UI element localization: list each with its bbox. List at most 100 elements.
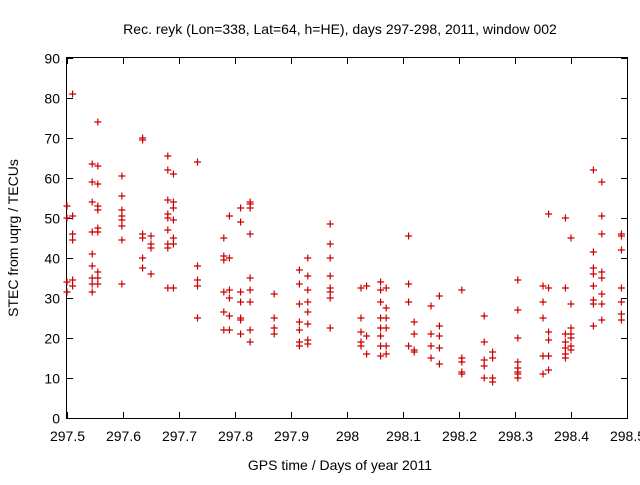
data-point: [567, 300, 575, 308]
data-point: [480, 374, 488, 382]
data-point: [427, 302, 435, 310]
data-point: [458, 358, 466, 366]
data-point: [118, 172, 126, 180]
data-point: [326, 324, 334, 332]
data-point: [410, 330, 418, 338]
data-point: [193, 262, 201, 270]
data-point: [63, 278, 71, 286]
data-point: [94, 268, 102, 276]
x-tick-label: 298.2: [442, 428, 477, 444]
data-point: [405, 298, 413, 306]
data-point: [164, 166, 172, 174]
data-point: [589, 322, 597, 330]
data-point: [304, 308, 312, 316]
data-point: [94, 280, 102, 288]
y-tick-label: 10: [44, 371, 60, 387]
data-point: [69, 230, 77, 238]
data-point: [382, 314, 390, 322]
data-point: [94, 180, 102, 188]
y-tick-label: 40: [44, 251, 60, 267]
data-point: [598, 300, 606, 308]
data-point: [139, 254, 147, 262]
data-point: [561, 214, 569, 222]
data-point: [169, 216, 177, 224]
data-point: [489, 354, 497, 362]
data-point: [357, 342, 365, 350]
data-point: [377, 352, 385, 360]
data-point: [225, 312, 233, 320]
y-tick-label: 50: [44, 211, 60, 227]
data-point: [88, 250, 96, 258]
data-point: [237, 288, 245, 296]
y-tick-label: 70: [44, 131, 60, 147]
data-point: [169, 284, 177, 292]
data-point: [225, 294, 233, 302]
data-point: [237, 204, 245, 212]
data-point: [405, 342, 413, 350]
data-point: [427, 354, 435, 362]
data-point: [295, 326, 303, 334]
data-point: [118, 216, 126, 224]
data-point: [545, 284, 553, 292]
data-point: [405, 280, 413, 288]
data-point: [545, 366, 553, 374]
x-tick-label: 298.1: [386, 428, 421, 444]
data-point: [561, 344, 569, 352]
y-tick-label: 60: [44, 171, 60, 187]
data-point: [304, 340, 312, 348]
data-point: [220, 256, 228, 264]
data-point: [193, 282, 201, 290]
data-points: [63, 90, 625, 386]
data-point: [598, 268, 606, 276]
data-point: [295, 318, 303, 326]
data-point: [147, 270, 155, 278]
x-tick-label: 297.5: [50, 428, 85, 444]
data-point: [539, 298, 547, 306]
data-point: [193, 276, 201, 284]
data-point: [617, 310, 625, 318]
data-point: [617, 316, 625, 324]
x-tick-label: 297.7: [162, 428, 197, 444]
data-point: [489, 348, 497, 356]
data-point: [561, 338, 569, 346]
data-point: [270, 324, 278, 332]
data-point: [545, 336, 553, 344]
data-point: [357, 284, 365, 292]
data-point: [139, 136, 147, 144]
data-point: [589, 248, 597, 256]
data-point: [94, 228, 102, 236]
data-point: [246, 204, 254, 212]
data-point: [164, 244, 172, 252]
data-point: [246, 286, 254, 294]
data-point: [598, 212, 606, 220]
data-point: [94, 206, 102, 214]
data-point: [147, 232, 155, 240]
data-point: [357, 328, 365, 336]
data-point: [458, 370, 466, 378]
data-point: [561, 284, 569, 292]
data-point: [147, 244, 155, 252]
data-point: [357, 314, 365, 322]
data-point: [237, 330, 245, 338]
data-point: [377, 298, 385, 306]
y-tick-label: 90: [44, 51, 60, 67]
data-point: [139, 264, 147, 272]
data-point: [480, 356, 488, 364]
data-point: [545, 328, 553, 336]
data-point: [567, 324, 575, 332]
data-point: [458, 286, 466, 294]
data-point: [410, 318, 418, 326]
data-point: [480, 338, 488, 346]
data-point: [246, 230, 254, 238]
data-point: [193, 314, 201, 322]
data-point: [139, 234, 147, 242]
data-point: [246, 326, 254, 334]
y-tick-label: 0: [52, 411, 60, 427]
data-point: [410, 348, 418, 356]
data-point: [589, 166, 597, 174]
data-point: [382, 350, 390, 358]
data-point: [326, 272, 334, 280]
data-point: [304, 272, 312, 280]
data-point: [69, 282, 77, 290]
